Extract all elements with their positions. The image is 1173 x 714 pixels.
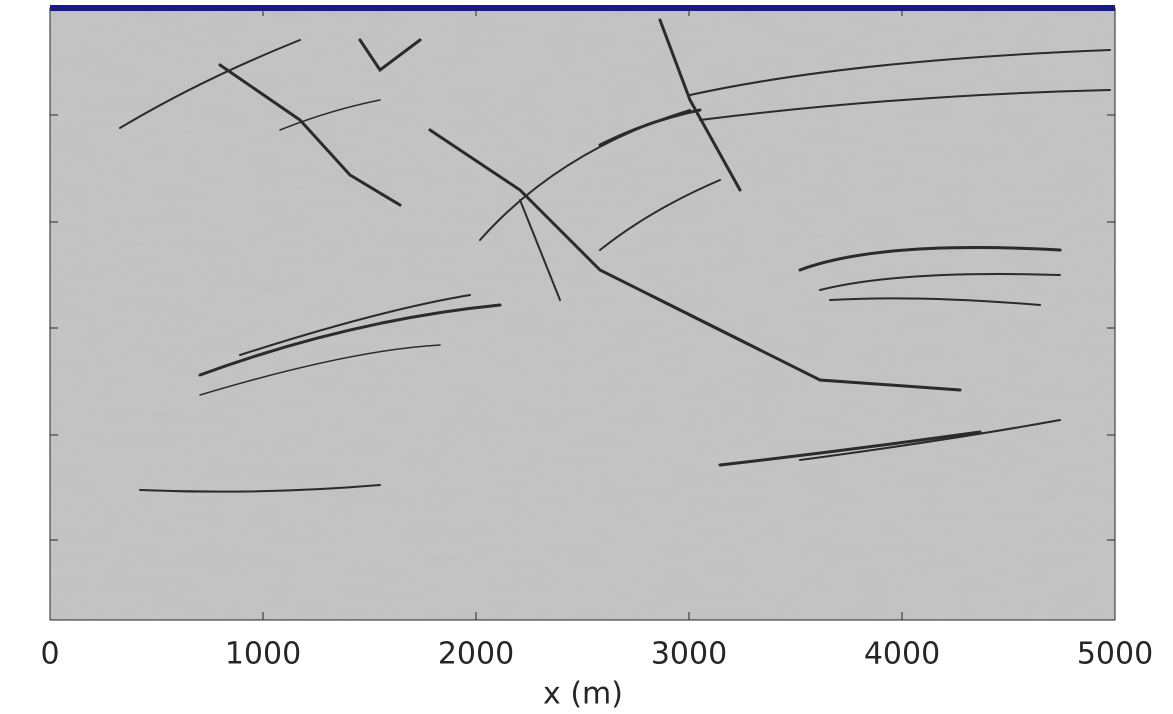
x-tick-label: 2000	[438, 637, 514, 672]
x-axis-label: x (m)	[543, 677, 623, 712]
y-tick-marks	[50, 114, 1115, 541]
x-tick-label: 3000	[651, 637, 727, 672]
x-tick-label: 5000	[1077, 637, 1153, 672]
seismic-image	[50, 8, 1115, 620]
x-tick-label: 4000	[864, 637, 940, 672]
x-tick-label: 0	[40, 637, 59, 672]
plot-frame	[49, 7, 1116, 621]
x-tick-label: 1000	[225, 637, 301, 672]
